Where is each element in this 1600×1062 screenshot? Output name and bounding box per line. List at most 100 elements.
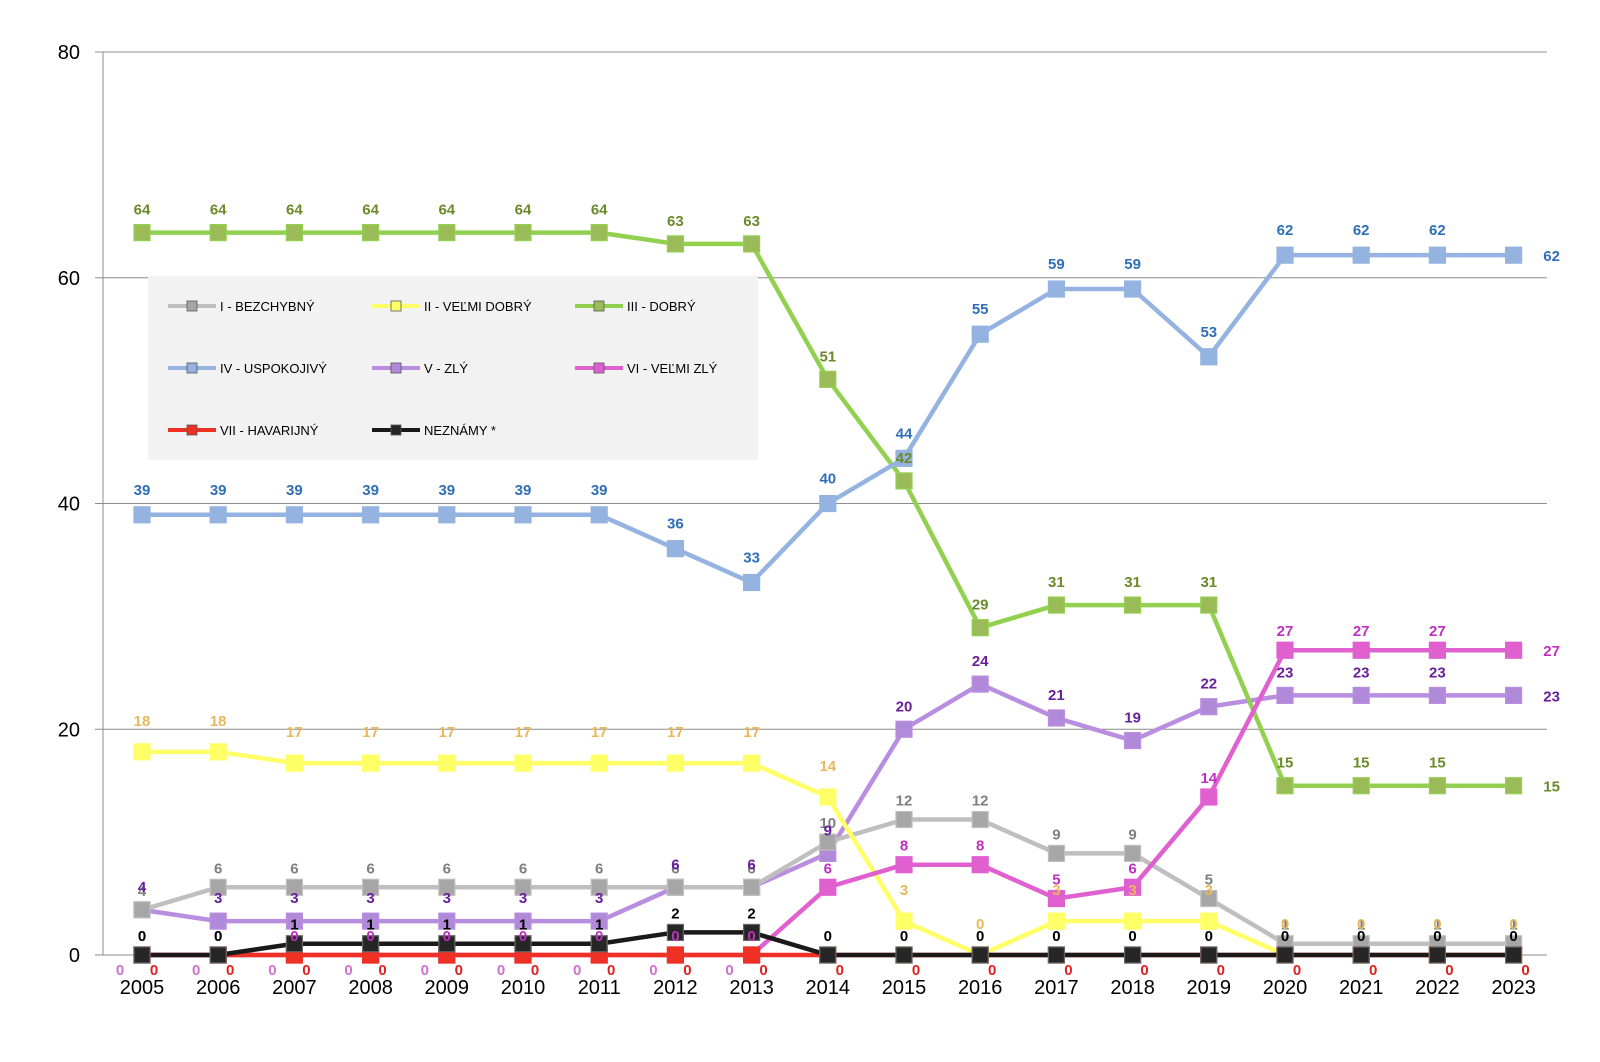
- data-label: 0: [900, 928, 908, 945]
- data-label: 0: [150, 962, 158, 979]
- data-point: [514, 878, 532, 896]
- data-label: 63: [667, 213, 684, 230]
- x-tick-label: 2019: [1187, 977, 1232, 999]
- data-label: 15: [1429, 755, 1446, 772]
- data-point: [1123, 844, 1142, 863]
- x-tick-label: 2010: [501, 977, 546, 999]
- legend-marker: [186, 362, 198, 374]
- data-point: [666, 946, 685, 964]
- data-point: [1352, 946, 1370, 964]
- data-point: [590, 754, 608, 772]
- data-label: 31: [1124, 574, 1141, 591]
- data-point: [362, 754, 380, 772]
- data-label: 0: [988, 962, 996, 979]
- data-label: 0: [116, 962, 124, 979]
- data-point: [971, 675, 989, 693]
- data-point: [666, 923, 685, 942]
- data-label: 0: [573, 962, 581, 979]
- data-point: [1504, 641, 1523, 659]
- data-point: [895, 856, 913, 874]
- data-point: [590, 506, 608, 524]
- data-label: 40: [819, 471, 836, 488]
- legend-marker: [390, 424, 402, 436]
- data-label: 64: [438, 202, 455, 219]
- data-point: [1428, 641, 1447, 659]
- data-point: [1428, 686, 1447, 704]
- data-point: [666, 540, 685, 558]
- data-label: 0: [747, 928, 755, 945]
- data-point: [1428, 946, 1447, 964]
- data-label: 0: [138, 928, 146, 945]
- data-point: [1276, 246, 1294, 264]
- x-tick-label: 2009: [425, 977, 470, 999]
- data-label: 3: [1128, 882, 1136, 899]
- data-label: 6: [443, 860, 451, 877]
- data-label: 53: [1200, 324, 1217, 341]
- data-point: [209, 946, 227, 964]
- data-point: [819, 370, 837, 388]
- data-label: 6: [671, 856, 679, 873]
- legend-marker: [186, 300, 198, 312]
- data-label: 0: [649, 962, 657, 979]
- data-label: 0: [671, 928, 679, 945]
- data-label: 0: [1281, 928, 1289, 945]
- data-label: 1: [595, 917, 603, 934]
- data-label: 0: [912, 962, 920, 979]
- legend-label: I - BEZCHYBNÝ: [220, 299, 315, 314]
- data-label: 39: [438, 482, 455, 499]
- data-label: 3: [595, 890, 603, 907]
- data-point: [514, 935, 532, 953]
- data-label: 39: [591, 482, 608, 499]
- y-tick-label: 0: [69, 945, 80, 967]
- data-label: 22: [1200, 676, 1217, 693]
- data-point: [1352, 246, 1370, 264]
- data-point: [895, 912, 913, 930]
- x-tick-label: 2014: [806, 977, 851, 999]
- data-point: [285, 506, 303, 524]
- data-label: 64: [134, 202, 151, 219]
- data-label: 31: [1200, 574, 1217, 591]
- y-tick-label: 80: [58, 42, 80, 64]
- data-point: [971, 856, 989, 874]
- data-point: [895, 449, 913, 467]
- data-label: 0: [1293, 962, 1301, 979]
- data-label: 6: [824, 860, 832, 877]
- data-point: [1123, 878, 1142, 896]
- data-label: 0: [595, 928, 603, 945]
- y-tick-label: 40: [58, 494, 80, 516]
- data-point: [209, 743, 227, 761]
- data-label: 0: [759, 962, 767, 979]
- x-tick-label: 2015: [882, 977, 927, 999]
- data-point: [590, 878, 608, 896]
- data-point: [1047, 844, 1066, 863]
- data-label: 63: [743, 213, 760, 230]
- data-label: 0: [497, 962, 505, 979]
- data-label: 12: [972, 793, 989, 810]
- data-point: [133, 224, 151, 242]
- data-point: [742, 754, 761, 772]
- data-label: 17: [591, 724, 608, 741]
- data-point: [1504, 246, 1523, 264]
- data-label: 0: [824, 928, 832, 945]
- data-label: 4: [138, 883, 147, 900]
- data-point: [514, 912, 532, 930]
- data-point: [285, 912, 303, 930]
- legend-label: VI - VEĽMI ZLÝ: [627, 361, 718, 376]
- data-label: 62: [1429, 222, 1446, 239]
- data-label: 64: [210, 202, 227, 219]
- data-point: [666, 235, 685, 253]
- data-label: 3: [900, 882, 908, 899]
- x-tick-label: 2020: [1263, 977, 1308, 999]
- data-label: 0: [1521, 962, 1529, 979]
- data-label: 0: [1509, 916, 1517, 933]
- data-point: [133, 506, 151, 524]
- data-point: [438, 878, 456, 896]
- data-point: [1123, 596, 1142, 614]
- data-label: 17: [438, 724, 455, 741]
- data-label: 9: [1128, 826, 1136, 843]
- data-label: 18: [134, 713, 151, 730]
- data-point: [666, 754, 685, 772]
- data-point: [438, 935, 456, 953]
- data-label: 6: [519, 860, 527, 877]
